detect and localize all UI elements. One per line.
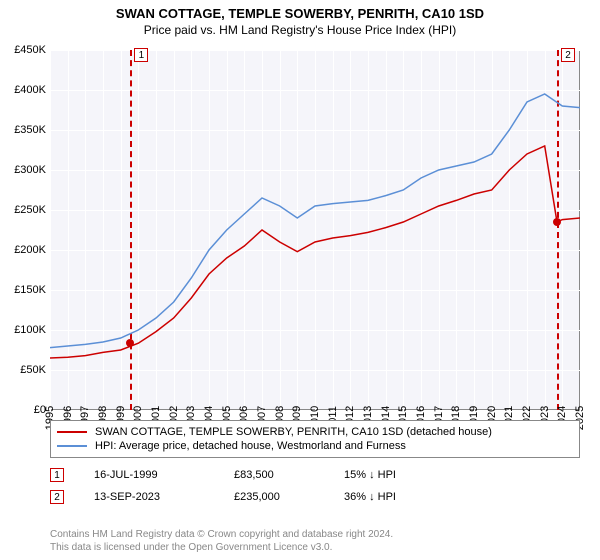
event-row: 2 13-SEP-2023 £235,000 36% ↓ HPI: [50, 486, 580, 508]
legend-item: SWAN COTTAGE, TEMPLE SOWERBY, PENRITH, C…: [57, 425, 573, 439]
legend-label: SWAN COTTAGE, TEMPLE SOWERBY, PENRITH, C…: [95, 426, 492, 438]
legend-label: HPI: Average price, detached house, West…: [95, 440, 406, 452]
legend-swatch: [57, 431, 87, 433]
footnote: Contains HM Land Registry data © Crown c…: [50, 528, 393, 554]
legend-swatch: [57, 445, 87, 447]
event-date: 16-JUL-1999: [94, 469, 204, 481]
event-delta: 15% ↓ HPI: [344, 469, 580, 481]
event-price: £235,000: [234, 491, 314, 503]
chart-title: SWAN COTTAGE, TEMPLE SOWERBY, PENRITH, C…: [0, 0, 600, 21]
chart-subtitle: Price paid vs. HM Land Registry's House …: [0, 21, 600, 41]
footnote-line: This data is licensed under the Open Gov…: [50, 541, 393, 554]
grid-line-v: [580, 50, 581, 410]
ytick-label: £400K: [14, 84, 46, 96]
ytick-label: £200K: [14, 244, 46, 256]
event-marker-box: 2: [50, 490, 64, 504]
ytick-label: £250K: [14, 204, 46, 216]
event-price: £83,500: [234, 469, 314, 481]
ytick-label: £300K: [14, 164, 46, 176]
ytick-label: £100K: [14, 324, 46, 336]
line-series-svg: [50, 50, 580, 410]
legend-item: HPI: Average price, detached house, West…: [57, 439, 573, 453]
event-date: 13-SEP-2023: [94, 491, 204, 503]
ytick-label: £150K: [14, 284, 46, 296]
series-line: [50, 94, 580, 348]
event-table: 1 16-JUL-1999 £83,500 15% ↓ HPI 2 13-SEP-2023…: [50, 464, 580, 508]
chart-container: SWAN COTTAGE, TEMPLE SOWERBY, PENRITH, C…: [0, 0, 600, 560]
event-marker-box: 1: [50, 468, 64, 482]
ytick-label: £450K: [14, 44, 46, 56]
ytick-label: £50K: [20, 364, 46, 376]
event-delta: 36% ↓ HPI: [344, 491, 580, 503]
ytick-label: £350K: [14, 124, 46, 136]
footnote-line: Contains HM Land Registry data © Crown c…: [50, 528, 393, 541]
chart-area: 12 £0£50K£100K£150K£200K£250K£300K£350K£…: [50, 50, 580, 410]
event-row: 1 16-JUL-1999 £83,500 15% ↓ HPI: [50, 464, 580, 486]
legend: SWAN COTTAGE, TEMPLE SOWERBY, PENRITH, C…: [50, 420, 580, 458]
series-line: [50, 146, 580, 358]
